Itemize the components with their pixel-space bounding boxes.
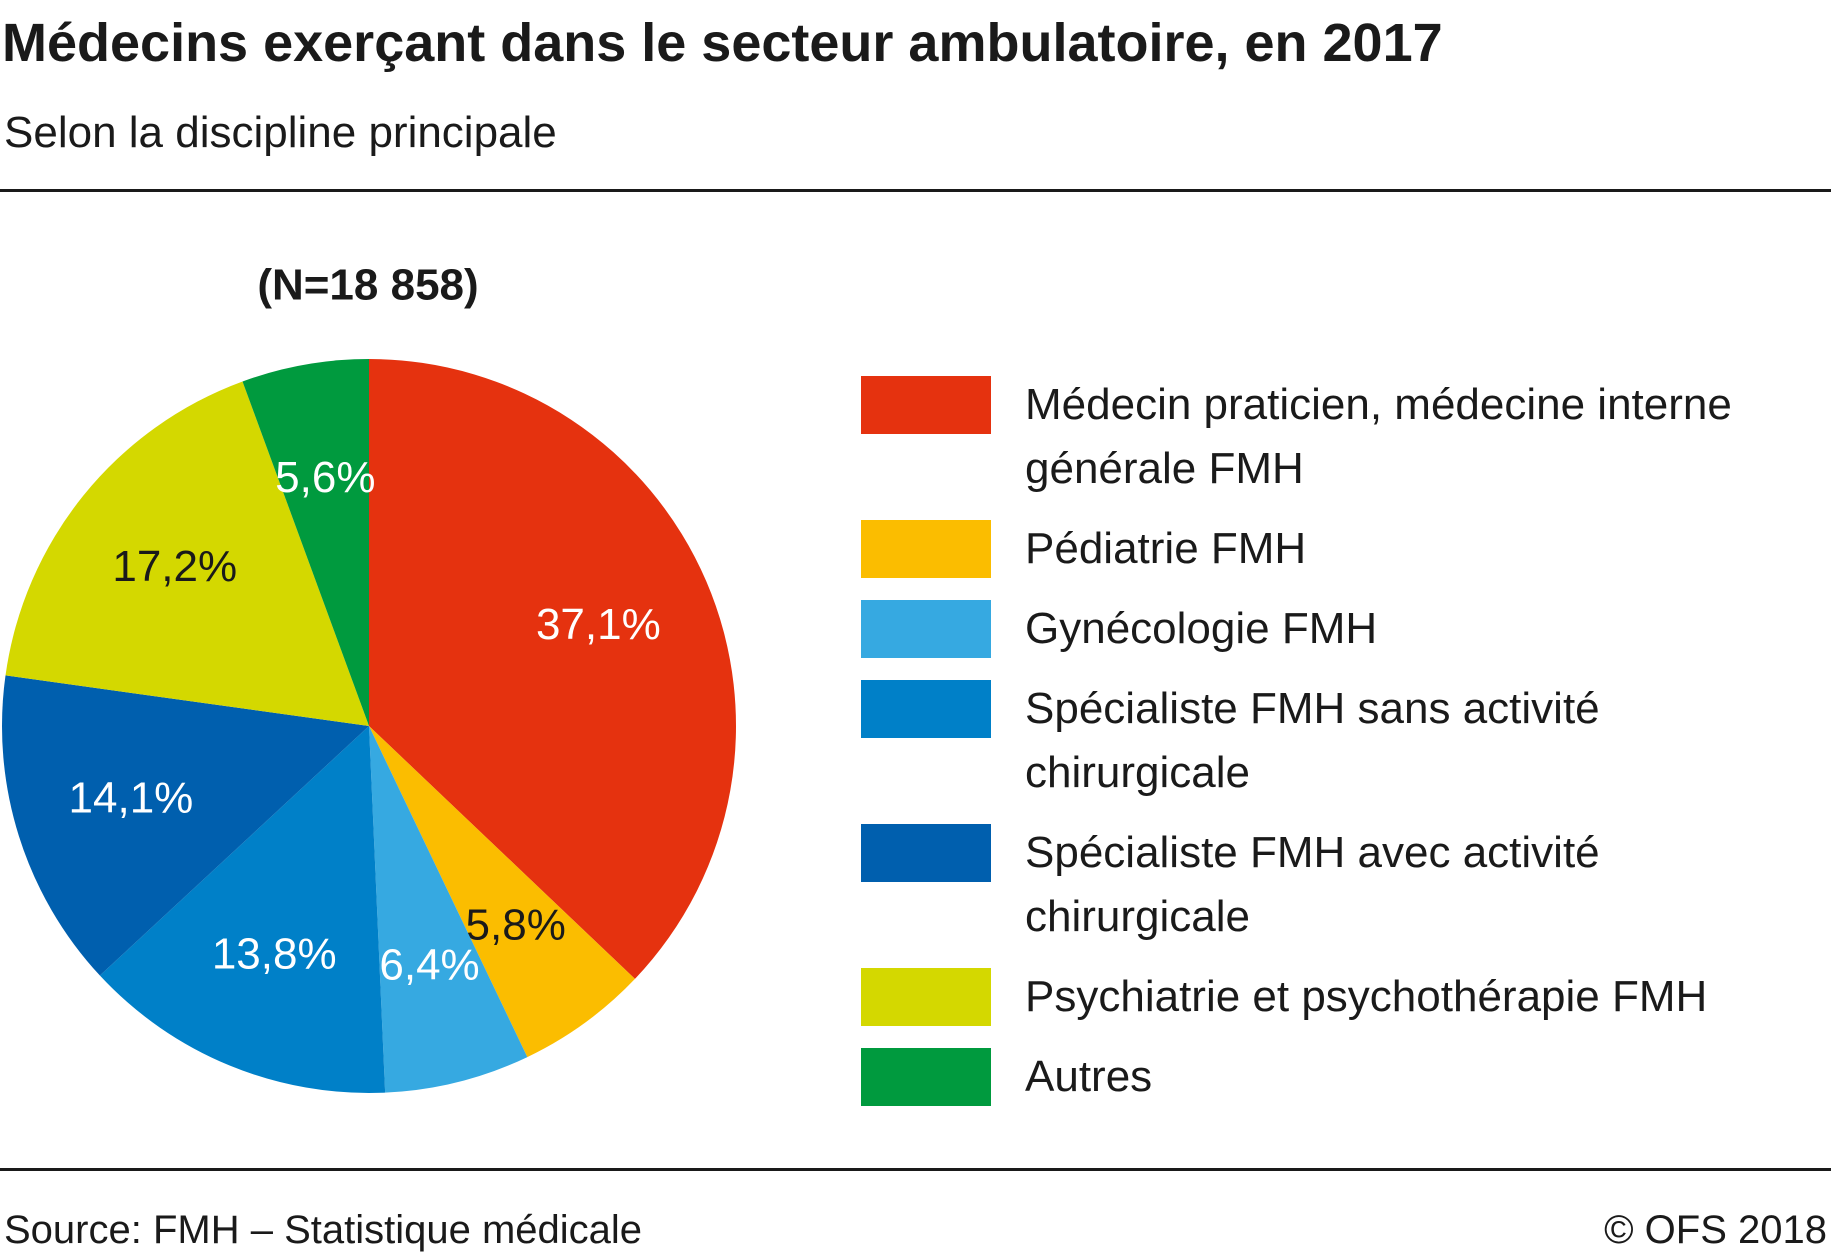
- legend-label: Autres: [1025, 1052, 1153, 1101]
- legend-swatch: [861, 968, 991, 1026]
- chart-title: Médecins exerçant dans le secteur ambula…: [2, 13, 1443, 73]
- legend-swatch: [861, 600, 991, 658]
- legend-label: Médecin praticien, médecine interne géné…: [1025, 380, 1732, 493]
- legend-label: Spécialiste FMH avec activité chirurgica…: [1025, 828, 1600, 941]
- legend-label: Gynécologie FMH: [1025, 604, 1378, 653]
- legend-item: Psychiatrie et psychothérapie FMH: [861, 965, 1831, 1029]
- data-label: 14,1%: [69, 774, 194, 823]
- data-label: 37,1%: [536, 600, 661, 649]
- data-label: 6,4%: [379, 941, 479, 990]
- legend-label: Pédiatrie FMH: [1025, 524, 1307, 573]
- pie-slice: [369, 359, 737, 979]
- pie-slice: [369, 726, 635, 1058]
- data-label: 17,2%: [112, 542, 237, 591]
- data-label: 13,8%: [212, 929, 337, 978]
- legend-item: Pédiatrie FMH: [861, 517, 1831, 581]
- legend-swatch: [861, 520, 991, 578]
- rule: [0, 189, 1831, 192]
- annotation: (N=18 858): [257, 261, 478, 310]
- pie-slice: [5, 381, 369, 726]
- legend-label: Spécialiste FMH sans activité chirurgica…: [1025, 684, 1600, 797]
- legend-item: Spécialiste FMH sans activité chirurgica…: [861, 677, 1831, 805]
- pie-slice: [1, 675, 370, 976]
- legend-item: Médecin praticien, médecine interne géné…: [861, 373, 1831, 501]
- legend-swatch: [861, 376, 991, 434]
- legend-swatch: [861, 680, 991, 738]
- legend: Médecin praticien, médecine interne géné…: [861, 373, 1831, 1125]
- legend-item: Gynécologie FMH: [861, 597, 1831, 661]
- data-label: 5,8%: [466, 901, 566, 950]
- pie-slice: [242, 359, 369, 726]
- legend-swatch: [861, 1048, 991, 1106]
- legend-item: Autres: [861, 1045, 1831, 1109]
- copyright: © OFS 2018: [1604, 1208, 1827, 1252]
- legend-item: Spécialiste FMH avec activité chirurgica…: [861, 821, 1831, 949]
- pie-slice: [369, 726, 528, 1093]
- source: Source: FMH – Statistique médicale: [4, 1208, 643, 1252]
- pie-slice: [99, 726, 386, 1093]
- legend-label: Psychiatrie et psychothérapie FMH: [1025, 972, 1708, 1021]
- data-label: 5,6%: [275, 453, 375, 502]
- rule: [0, 1168, 1831, 1171]
- chart-subtitle: Selon la discipline principale: [4, 108, 557, 157]
- legend-swatch: [861, 824, 991, 882]
